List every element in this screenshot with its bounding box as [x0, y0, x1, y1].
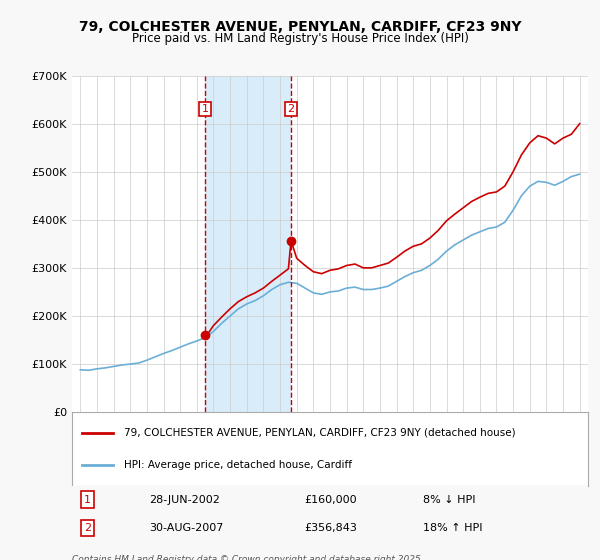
Text: 79, COLCHESTER AVENUE, PENYLAN, CARDIFF, CF23 9NY (detached house): 79, COLCHESTER AVENUE, PENYLAN, CARDIFF,… [124, 428, 515, 438]
Text: 1: 1 [84, 494, 91, 505]
Text: 18% ↑ HPI: 18% ↑ HPI [423, 523, 482, 533]
Text: £356,843: £356,843 [304, 523, 357, 533]
Text: 30-AUG-2007: 30-AUG-2007 [149, 523, 224, 533]
Text: 1: 1 [202, 104, 208, 114]
Text: Price paid vs. HM Land Registry's House Price Index (HPI): Price paid vs. HM Land Registry's House … [131, 32, 469, 45]
Text: 2: 2 [84, 523, 91, 533]
Text: 28-JUN-2002: 28-JUN-2002 [149, 494, 220, 505]
Text: 2: 2 [287, 104, 295, 114]
Text: Contains HM Land Registry data © Crown copyright and database right 2025.
This d: Contains HM Land Registry data © Crown c… [72, 555, 424, 560]
Text: £160,000: £160,000 [304, 494, 357, 505]
Text: 8% ↓ HPI: 8% ↓ HPI [423, 494, 475, 505]
Bar [205, 76, 291, 412]
Text: HPI: Average price, detached house, Cardiff: HPI: Average price, detached house, Card… [124, 460, 352, 470]
Text: 79, COLCHESTER AVENUE, PENYLAN, CARDIFF, CF23 9NY: 79, COLCHESTER AVENUE, PENYLAN, CARDIFF,… [79, 20, 521, 34]
